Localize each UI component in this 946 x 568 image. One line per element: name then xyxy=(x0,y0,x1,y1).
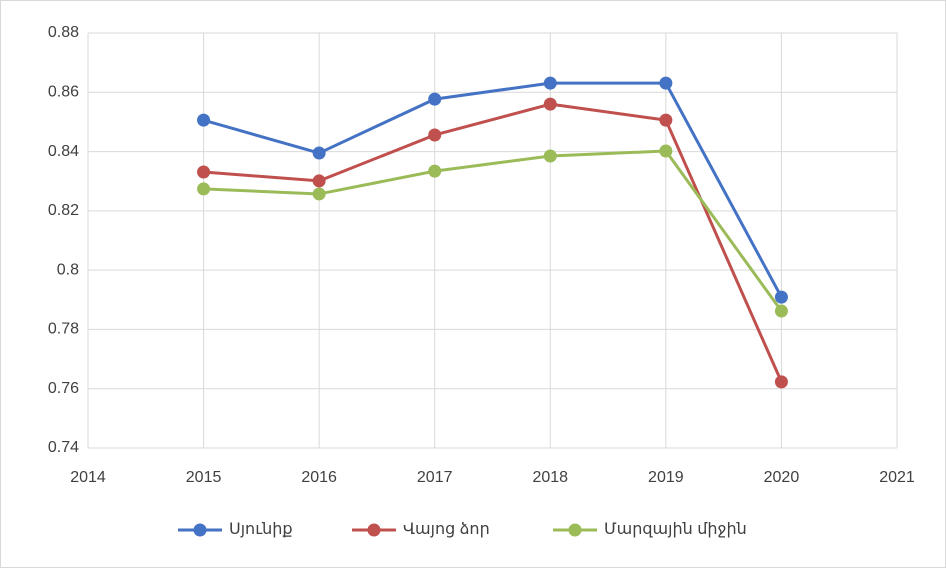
y-tick-label: 0.8 xyxy=(57,261,79,278)
y-tick-label: 0.76 xyxy=(48,380,79,397)
data-point xyxy=(543,149,557,163)
data-point xyxy=(428,92,442,106)
data-point xyxy=(659,76,673,90)
data-point xyxy=(659,144,673,158)
data-point xyxy=(197,182,211,196)
y-tick-label: 0.88 xyxy=(48,24,79,41)
data-point xyxy=(774,290,788,304)
y-tick-label: 0.86 xyxy=(48,84,79,101)
legend-label: Սյունիք xyxy=(229,521,293,538)
data-point xyxy=(774,304,788,318)
series-line xyxy=(203,149,783,312)
data-point xyxy=(659,113,673,127)
x-tick-label: 2019 xyxy=(648,469,684,486)
data-point xyxy=(312,187,326,201)
legend-label: Վայոց ձոր xyxy=(403,521,490,538)
x-tick-label: 2017 xyxy=(417,469,453,486)
y-tick-label: 0.84 xyxy=(48,143,79,160)
x-tick-label: 2021 xyxy=(879,469,915,486)
data-point xyxy=(774,375,788,389)
data-point xyxy=(312,146,326,160)
data-point xyxy=(543,76,557,90)
series-line xyxy=(203,102,783,383)
x-tick-label: 2016 xyxy=(301,469,337,486)
data-point xyxy=(543,97,557,111)
legend-label: Մարզային միջին xyxy=(604,521,747,538)
data-point xyxy=(428,128,442,142)
legend-marker xyxy=(193,523,207,537)
y-tick-label: 0.78 xyxy=(48,321,79,338)
legend-marker xyxy=(367,523,381,537)
x-tick-label: 2020 xyxy=(764,469,800,486)
x-tick-label: 2015 xyxy=(186,469,222,486)
data-point xyxy=(312,174,326,188)
data-point xyxy=(197,165,211,179)
data-point xyxy=(197,113,211,127)
x-tick-label: 2014 xyxy=(70,469,106,486)
legend-marker xyxy=(568,523,582,537)
data-point xyxy=(428,164,442,178)
series-line xyxy=(203,81,783,298)
x-tick-label: 2018 xyxy=(532,469,568,486)
y-tick-label: 0.82 xyxy=(48,202,79,219)
y-tick-label: 0.74 xyxy=(48,439,79,456)
